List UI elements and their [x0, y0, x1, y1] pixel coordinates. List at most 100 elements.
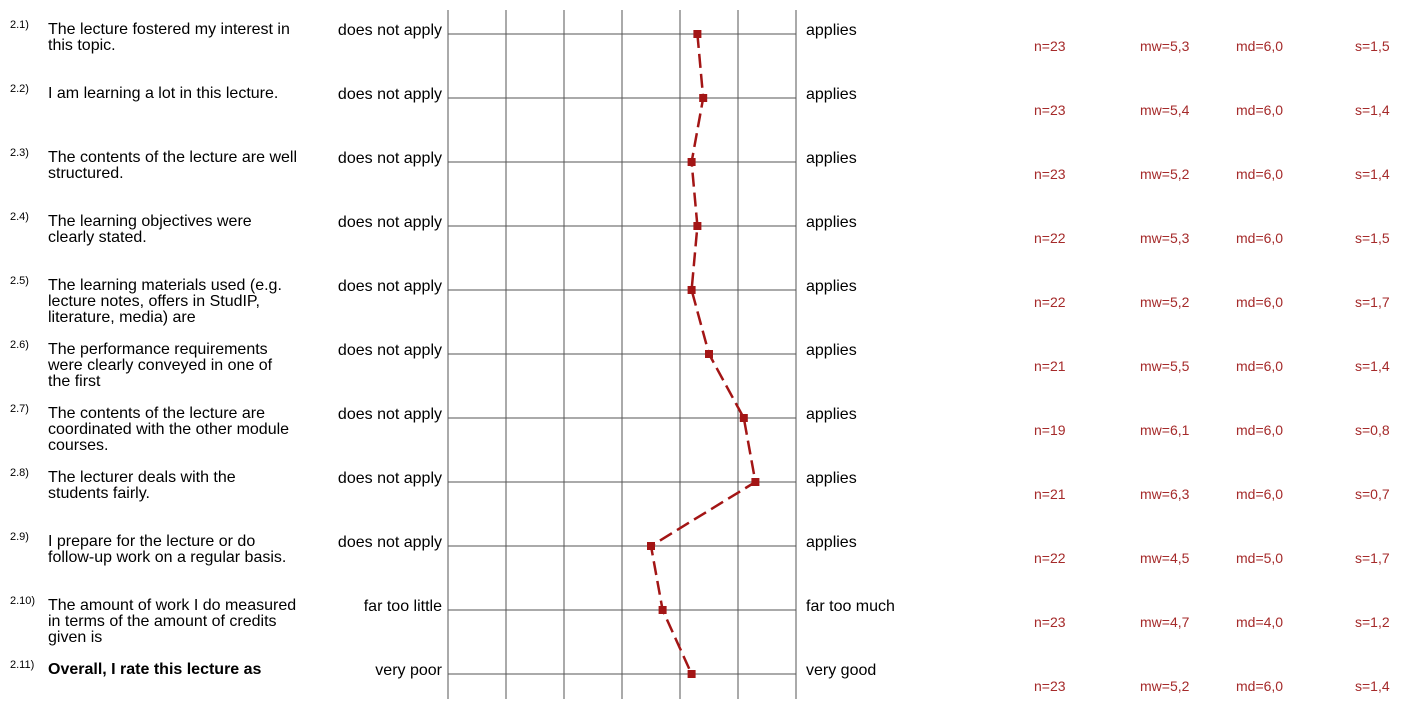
item-question: The contents of the lecture are well str…: [48, 150, 298, 182]
mean-marker: [751, 478, 760, 486]
stat-median: md=6,0: [1236, 678, 1284, 694]
item-row: 2.3) The contents of the lecture are well…: [0, 147, 1409, 207]
left-pole-label: does not apply: [337, 406, 442, 423]
mean-marker: [693, 222, 702, 230]
left-pole-label: does not apply: [337, 214, 442, 231]
stat-median: md=6,0: [1236, 38, 1284, 54]
stat-n: n=19: [1034, 422, 1066, 438]
right-pole-label: far too much: [806, 598, 895, 615]
item-row: 2.9) I prepare for the lecture or do foll…: [0, 531, 1409, 591]
stat-n: n=23: [1034, 678, 1066, 694]
item-row: 2.4) The learning objectives were clearly…: [0, 211, 1409, 271]
mean-marker: [705, 350, 713, 358]
stat-median: md=6,0: [1236, 294, 1284, 310]
stat-sd: s=1,4: [1355, 166, 1390, 182]
stat-mean: mw=6,1: [1140, 422, 1190, 438]
left-pole-label: does not apply: [337, 150, 442, 167]
item-number: 2.8): [10, 467, 29, 479]
item-row: 2.5) The learning materials used (e.g. le…: [0, 275, 1409, 335]
item-row: 2.10) The amount of work I do measured in…: [0, 595, 1409, 655]
item-number: 2.3): [10, 147, 29, 159]
right-pole-label: applies: [806, 22, 857, 39]
stat-mean: mw=6,3: [1140, 486, 1190, 502]
stat-n: n=22: [1034, 294, 1066, 310]
item-question: The lecturer deals with the students fai…: [48, 470, 236, 502]
right-pole-label: very good: [806, 662, 877, 679]
item-question: The performance requirements were clearl…: [48, 342, 273, 390]
stat-sd: s=0,8: [1355, 422, 1390, 438]
stat-n: n=23: [1034, 614, 1066, 630]
mean-marker: [687, 286, 696, 294]
stat-sd: s=1,4: [1355, 678, 1390, 694]
right-pole-label: applies: [806, 150, 857, 167]
stat-n: n=23: [1034, 102, 1066, 118]
mean-marker: [699, 94, 708, 102]
item-number: 2.2): [10, 83, 29, 95]
right-pole-label: applies: [806, 86, 857, 103]
stat-sd: s=1,7: [1355, 294, 1390, 310]
stat-sd: s=1,4: [1355, 102, 1390, 118]
item-question: The amount of work I do measured in term…: [48, 598, 297, 646]
stat-n: n=23: [1034, 166, 1066, 182]
stat-sd: s=1,5: [1355, 38, 1390, 54]
left-pole-label: does not apply: [337, 342, 442, 359]
right-pole-label: applies: [806, 406, 857, 423]
right-pole-label: applies: [806, 214, 857, 231]
left-pole-label: very poor: [375, 662, 442, 679]
left-pole-label: does not apply: [337, 470, 442, 487]
item-number: 2.6): [10, 339, 29, 351]
item-row: 2.8) The lecturer deals with the students…: [0, 467, 1409, 527]
stat-mean: mw=5,2: [1140, 294, 1190, 310]
stat-median: md=6,0: [1236, 230, 1284, 246]
stat-median: md=5,0: [1236, 550, 1284, 566]
item-question: The lecture fostered my interest in this…: [48, 22, 290, 54]
stat-n: n=21: [1034, 358, 1066, 374]
left-pole-label: does not apply: [337, 534, 442, 551]
stat-median: md=6,0: [1236, 486, 1284, 502]
stat-sd: s=0,7: [1355, 486, 1390, 502]
stat-median: md=6,0: [1236, 102, 1284, 118]
item-number: 2.5): [10, 275, 29, 287]
left-pole-label: far too little: [363, 598, 442, 615]
item-number: 2.10): [10, 595, 36, 607]
mean-marker: [687, 158, 696, 166]
left-pole-label: does not apply: [337, 22, 442, 39]
stat-sd: s=1,2: [1355, 614, 1390, 630]
item-row: 2.2) I am learning a lot in this lecture.…: [0, 83, 1409, 143]
stat-median: md=6,0: [1236, 422, 1284, 438]
stat-sd: s=1,5: [1355, 230, 1390, 246]
right-pole-label: applies: [806, 342, 857, 359]
item-number: 2.4): [10, 211, 29, 223]
stat-n: n=23: [1034, 38, 1066, 54]
stat-n: n=22: [1034, 230, 1066, 246]
item-row: 2.7) The contents of the lecture are coor…: [0, 403, 1409, 463]
item-number: 2.9): [10, 531, 29, 543]
mean-marker: [658, 606, 667, 614]
item-question: The learning materials used (e.g. lectur…: [48, 278, 282, 326]
item-row: 2.6) The performance requirements were cl…: [0, 339, 1409, 399]
stat-mean: mw=5,4: [1140, 102, 1190, 118]
mean-marker: [693, 30, 702, 38]
right-pole-label: applies: [806, 470, 857, 487]
stat-mean: mw=5,5: [1140, 358, 1190, 374]
mean-marker: [647, 542, 655, 550]
stat-median: md=4,0: [1236, 614, 1284, 630]
item-question: I am learning a lot in this lecture.: [48, 86, 279, 102]
item-number: 2.1): [10, 19, 29, 31]
item-question: The contents of the lecture are coordina…: [48, 406, 290, 454]
stat-median: md=6,0: [1236, 166, 1284, 182]
left-pole-label: does not apply: [337, 278, 442, 295]
stat-mean: mw=5,3: [1140, 230, 1190, 246]
stat-mean: mw=5,2: [1140, 678, 1190, 694]
mean-marker: [739, 414, 748, 422]
stat-n: n=22: [1034, 550, 1066, 566]
item-number: 2.11): [10, 659, 35, 671]
item-question: Overall, I rate this lecture as: [48, 662, 262, 678]
item-row: 2.1) The lecture fostered my interest in …: [0, 19, 1409, 79]
stat-sd: s=1,4: [1355, 358, 1390, 374]
stat-sd: s=1,7: [1355, 550, 1390, 566]
profile-chart: [447, 10, 797, 699]
left-pole-label: does not apply: [337, 86, 442, 103]
right-pole-label: applies: [806, 534, 857, 551]
item-row: 2.11) Overall, I rate this lecture as very…: [0, 659, 1409, 719]
